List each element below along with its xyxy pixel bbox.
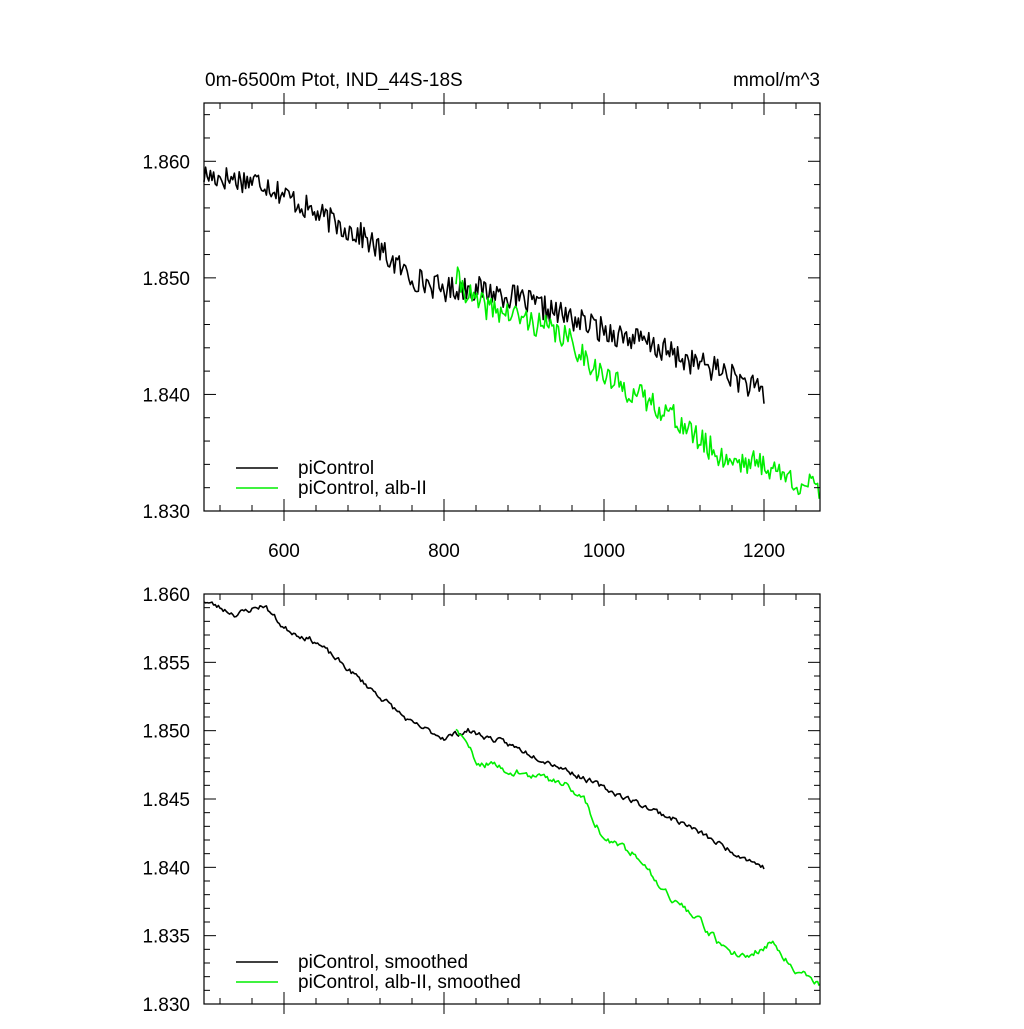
- y-tick-label: 1.850: [142, 269, 190, 290]
- y-tick-label: 1.835: [142, 927, 190, 948]
- x-tick-label: 800: [428, 541, 460, 562]
- series-line-experiment: [455, 728, 820, 986]
- series-line-control: [203, 166, 765, 404]
- top-panel: 1.830 1.840 1.850 1.860 600 800 1000 1200 piCont…: [142, 93, 821, 562]
- legend-label: piControl, alb-II, smoothed: [298, 972, 521, 993]
- bottom-panel: 1.830 1.835 1.840 1.845 1.850 1.855 1.860 piCon…: [142, 584, 821, 1016]
- plot-frame: [203, 102, 821, 512]
- figure-units: mmol/m^3: [733, 70, 820, 91]
- y-tick-label: 1.840: [142, 385, 190, 406]
- x-tick-label: 1000: [583, 541, 625, 562]
- y-tick-label: 1.855: [142, 653, 190, 674]
- y-tick-label: 1.830: [142, 502, 190, 523]
- series-line-experiment: [455, 266, 820, 499]
- legend-label: piControl: [298, 458, 374, 479]
- y-tick-label: 1.860: [142, 585, 190, 606]
- y-tick-label: 1.845: [142, 790, 190, 811]
- figure-title: 0m-6500m Ptot, IND_44S-18S: [205, 70, 463, 91]
- x-tick-label: 1200: [743, 541, 785, 562]
- y-tick-label: 1.860: [142, 152, 190, 173]
- x-tick-label: 600: [268, 541, 300, 562]
- y-tick-label: 1.840: [142, 858, 190, 879]
- legend-label: piControl, alb-II: [298, 478, 427, 499]
- legend-label: piControl, smoothed: [298, 952, 468, 973]
- series-line-control: [203, 601, 765, 870]
- y-tick-label: 1.830: [142, 995, 190, 1016]
- plot-frame: [203, 593, 821, 1005]
- y-tick-label: 1.850: [142, 722, 190, 743]
